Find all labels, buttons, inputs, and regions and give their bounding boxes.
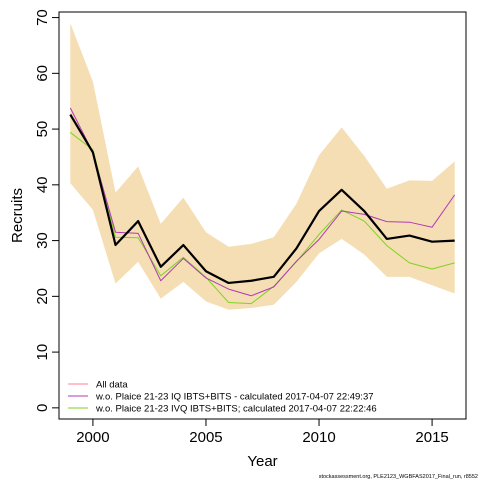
x-tick-label: 2005 [189, 429, 222, 446]
y-tick-label: 50 [34, 121, 51, 138]
footnote-text: stockassessment.org, PLE2123_WGBFAS2017_… [319, 474, 478, 480]
y-tick-label: 0 [34, 404, 51, 412]
y-tick-label: 70 [34, 9, 51, 26]
y-tick-label: 40 [34, 176, 51, 193]
y-tick-label: 60 [34, 65, 51, 82]
y-tick-label: 20 [34, 288, 51, 305]
y-axis-title: Recruits [9, 188, 26, 243]
x-tick-label: 2010 [302, 429, 335, 446]
legend-label: w.o. Plaice 21-23 IQ IBTS+BITS - calcula… [95, 392, 374, 403]
x-tick-label: 2000 [76, 429, 109, 446]
series-line-1 [69, 114, 455, 285]
y-axis: 0 10 20 30 40 50 60 70 [34, 9, 60, 412]
confidence-band-layer [70, 23, 455, 310]
y-tick-label: 30 [34, 232, 51, 249]
series-layer [69, 107, 456, 305]
x-axis: 2000 2005 2010 2015 [76, 418, 449, 446]
y-tick-label: 10 [34, 344, 51, 361]
series-line-2 [69, 107, 456, 297]
x-axis-title: Year [247, 453, 277, 470]
legend-label: All data [96, 380, 128, 391]
x-tick-label: 2015 [415, 429, 448, 446]
legend-label: w.o. Plaice 21-23 IVQ IBTS+BITS; calcula… [95, 404, 377, 415]
series-line-3 [70, 132, 455, 305]
confidence-band [70, 23, 455, 310]
